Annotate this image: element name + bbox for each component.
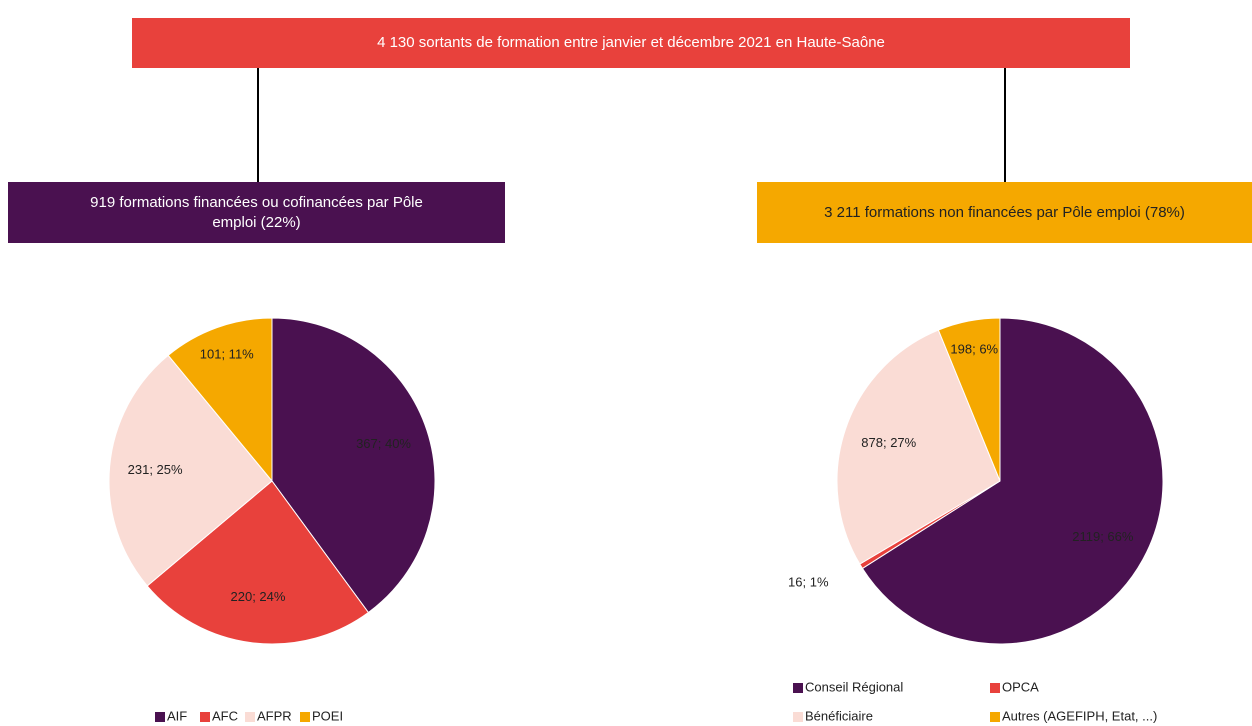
pie-slice — [167, 317, 273, 483]
legend-swatch — [793, 683, 803, 693]
legend-swatch — [245, 712, 255, 722]
legend-label: AIF — [167, 708, 187, 723]
pie-slice — [861, 317, 1164, 645]
legend-swatch — [155, 712, 165, 722]
legend-label: Bénéficiaire — [805, 708, 873, 723]
legend-label: Autres (AGEFIPH, Etat, ...) — [1002, 708, 1157, 723]
pie-slice — [836, 329, 1001, 565]
pie-slice — [271, 317, 436, 614]
legend-label: Conseil Régional — [805, 679, 903, 694]
data-label: 231; 25% — [128, 462, 183, 477]
chart-title: 3 211 formations non financées par Pôle … — [757, 182, 1252, 243]
data-label: 878; 27% — [861, 435, 916, 450]
chart-title: 919 formations financées ou cofinancées … — [8, 182, 505, 243]
pie-slice — [937, 317, 1001, 482]
legend-label: OPCA — [1002, 679, 1039, 694]
pie-slice — [146, 480, 370, 645]
legend-label: POEI — [312, 708, 343, 723]
legend-swatch — [300, 712, 310, 722]
legend-swatch — [200, 712, 210, 722]
data-label: 367; 40% — [356, 436, 411, 451]
data-label: 220; 24% — [231, 589, 286, 604]
legend-label: AFPR — [257, 708, 292, 723]
legend-swatch — [990, 712, 1000, 722]
data-label: 101; 11% — [200, 347, 254, 362]
header-banner: 4 130 sortants de formation entre janvie… — [132, 18, 1130, 68]
pie-slice — [108, 354, 273, 587]
data-label: 2119; 66% — [1072, 529, 1134, 544]
legend-swatch — [990, 683, 1000, 693]
legend-label: AFC — [212, 708, 238, 723]
data-label: 198; 6% — [950, 341, 998, 356]
legend-swatch — [793, 712, 803, 722]
data-label: 16; 1% — [788, 575, 829, 590]
